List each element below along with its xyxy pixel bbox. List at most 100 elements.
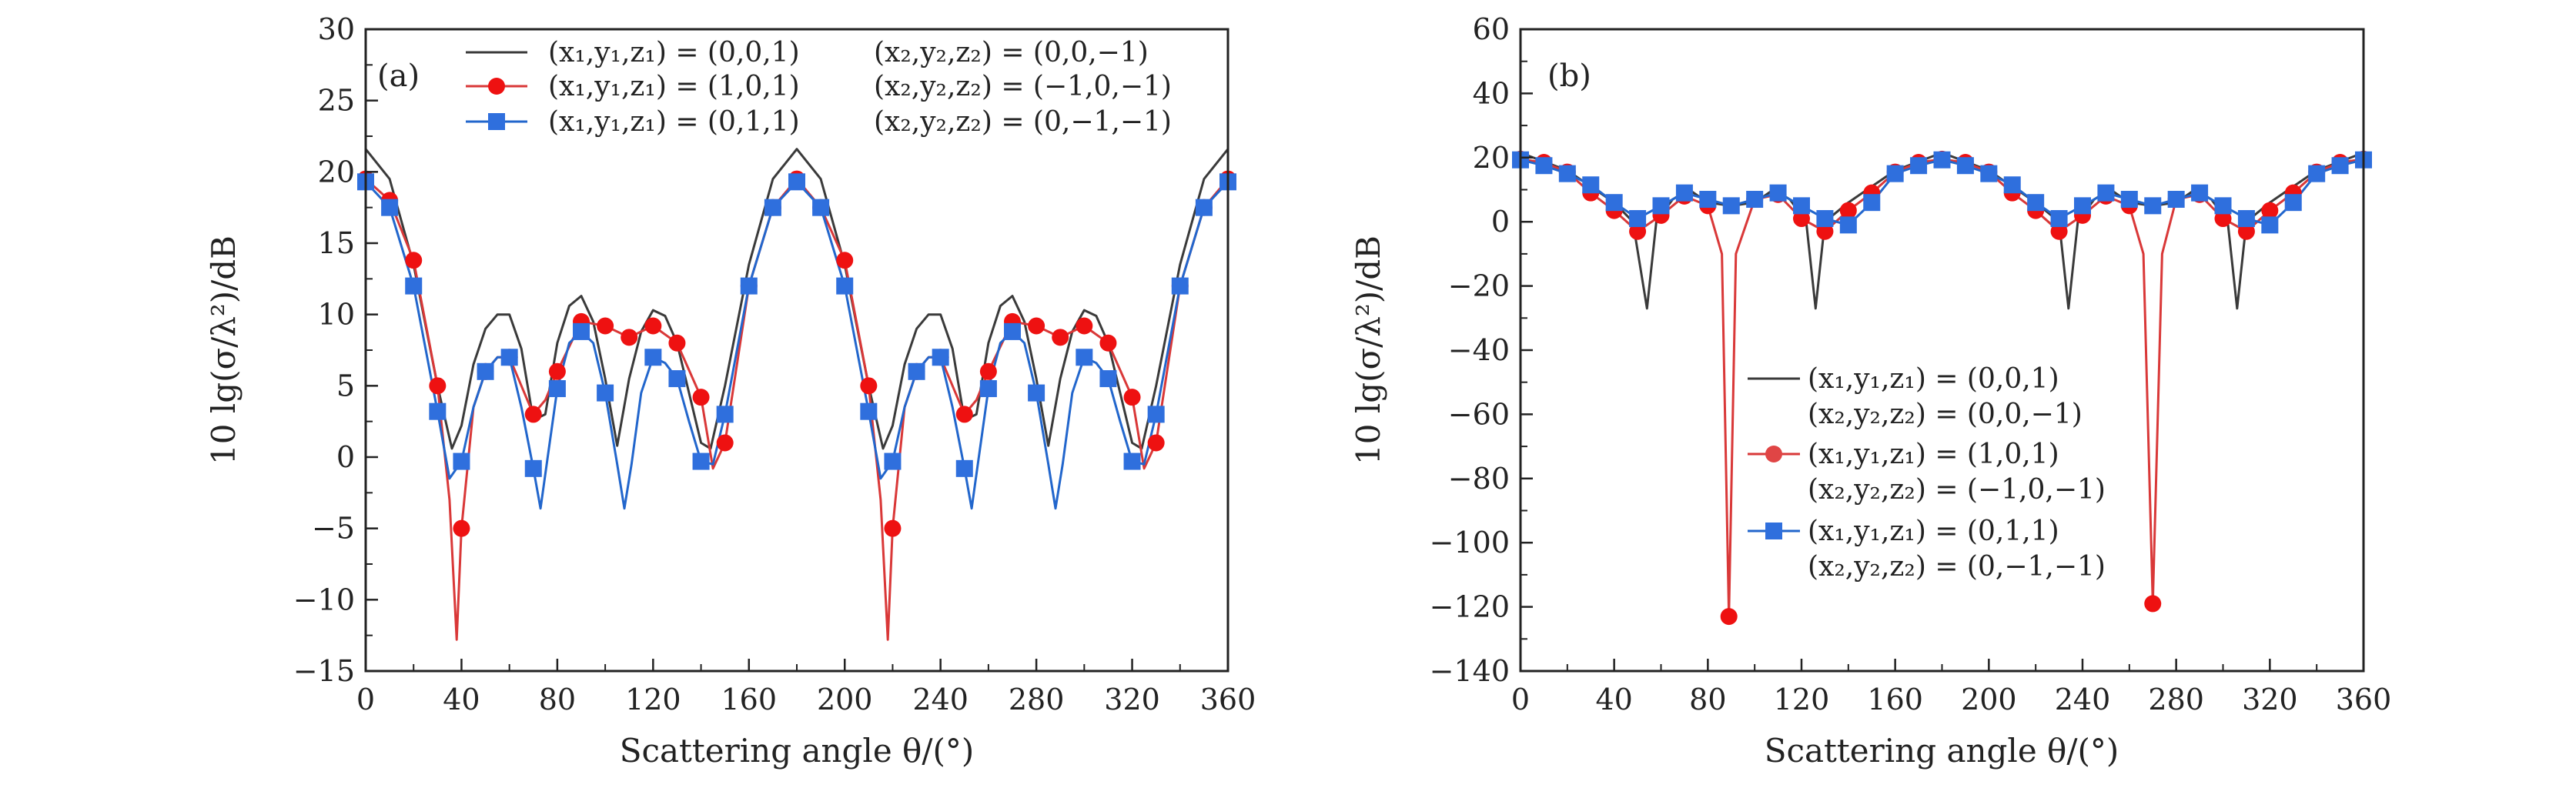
panel-a-ticks: 0 40 80 120 160 200 240 280 320 360 −15 −10 −5 0 5 10 15… [293,12,1256,716]
y-tick-label: −10 [293,583,355,616]
legend-b-s3-line1: (x₁,y₁,z₁) = (0,1,1) [1808,516,2059,547]
y-tick-label: −60 [1448,397,1510,431]
marker-circle [524,406,542,423]
marker-circle [1720,608,1738,626]
x-tick-label: 80 [539,683,576,716]
x-tick-label: 200 [1961,683,2017,716]
marker-square [2261,216,2279,234]
marker-square [1980,165,1998,182]
marker-square [860,402,878,420]
marker-square [1793,197,1810,215]
panel-a-series [357,148,1236,641]
marker-square [2284,194,2302,212]
x-tick-label: 320 [2242,683,2298,716]
marker-square [1076,349,1093,366]
marker-circle [1793,210,1810,228]
y-tick-label: 0 [336,440,355,474]
x-tick-label: 120 [625,683,681,716]
marker-square [524,459,542,477]
panel-b-ticks: 0 40 80 120 160 200 240 280 320 360−140−120−100−8… [1430,12,2392,716]
marker-circle [2214,210,2232,228]
y-tick-label: −5 [312,512,355,546]
marker-square [2074,197,2091,215]
marker-square [1605,194,1623,212]
legend-b-marker-3 [1765,523,1782,539]
marker-square [1910,157,1928,175]
marker-square [2308,165,2326,182]
marker-square [740,277,758,295]
x-tick-label: 200 [817,683,873,716]
marker-circle [860,377,878,395]
marker-square [381,199,399,216]
marker-circle [405,252,423,269]
y-tick-label: 0 [1491,205,1510,239]
y-tick-label: −20 [1448,269,1510,303]
y-tick-label: 5 [336,369,355,402]
x-tick-label: 320 [1104,683,1160,716]
marker-circle [692,389,710,406]
marker-square [1746,191,1764,209]
series-line-3 [1520,159,2364,226]
panel-a-legend: (x₁,y₁,z₁) = (0,0,1) (x₂,y₂,z₂) = (0,0,−… [466,37,1172,138]
panel-b-legend: (x₁,y₁,z₁) = (0,0,1) (x₂,y₂,z₂) = (0,0,−… [1748,363,2106,583]
marker-circle [1052,329,1069,346]
marker-square [2331,157,2349,175]
marker-square [573,322,590,340]
y-tick-label: −40 [1448,333,1510,367]
x-tick-label: 0 [356,683,375,716]
panel-a-y-axis-title: 10 lg(σ/λ²)/dB [205,235,243,465]
marker-circle [2050,222,2068,240]
legend-a-s1-part2: (x₂,y₂,z₂) = (0,0,−1) [874,37,1149,68]
legend-b-s3-line2: (x₂,y₂,z₂) = (0,−1,−1) [1808,551,2106,583]
marker-square [884,452,902,470]
marker-circle [836,252,854,269]
y-tick-label: 60 [1473,12,1510,46]
marker-circle [621,329,638,346]
marker-square [979,380,997,398]
y-tick-label: −15 [293,654,355,688]
marker-circle [1816,222,1834,240]
marker-circle [955,406,973,423]
marker-square [692,452,710,470]
x-tick-label: 280 [1009,683,1065,716]
marker-circle [1629,222,1647,240]
marker-circle [2144,595,2162,613]
legend-a-s3-part2: (x₂,y₂,z₂) = (0,−1,−1) [874,106,1172,138]
marker-circle [453,519,470,537]
marker-square [2237,210,2255,228]
legend-a-s3-part1: (x₁,y₁,z₁) = (0,1,1) [548,106,800,138]
y-tick-label: 25 [318,84,355,118]
marker-square [716,406,734,423]
legend-a-marker-2 [488,78,505,95]
x-tick-label: 0 [1511,683,1530,716]
marker-circle [2261,202,2279,219]
marker-square [548,380,566,398]
marker-square [1886,165,1904,182]
marker-circle [597,317,614,335]
marker-square [2120,191,2138,209]
marker-circle [548,362,566,380]
marker-square [955,459,973,477]
x-tick-label: 240 [2055,683,2111,716]
panel-a-label: (a) [377,58,420,94]
marker-square [1769,184,1787,202]
marker-circle [1028,317,1045,335]
x-tick-label: 360 [1200,683,1256,716]
marker-circle [884,519,902,537]
legend-a-marker-3 [488,113,505,130]
panel-b-x-axis-title: Scattering angle θ/(°) [1765,732,2119,770]
marker-square [2027,194,2045,212]
marker-square [1582,176,1600,194]
x-tick-label: 40 [1595,683,1632,716]
x-tick-label: 240 [912,683,969,716]
marker-circle [2237,222,2255,240]
marker-square [764,199,781,216]
marker-circle [716,434,734,452]
marker-circle [644,317,662,335]
marker-square [1675,184,1693,202]
marker-square [1816,210,1834,228]
marker-square [2003,176,2021,194]
marker-square [1099,370,1117,388]
legend-b-s1-line1: (x₁,y₁,z₁) = (0,0,1) [1808,363,2059,395]
marker-square [644,349,662,366]
